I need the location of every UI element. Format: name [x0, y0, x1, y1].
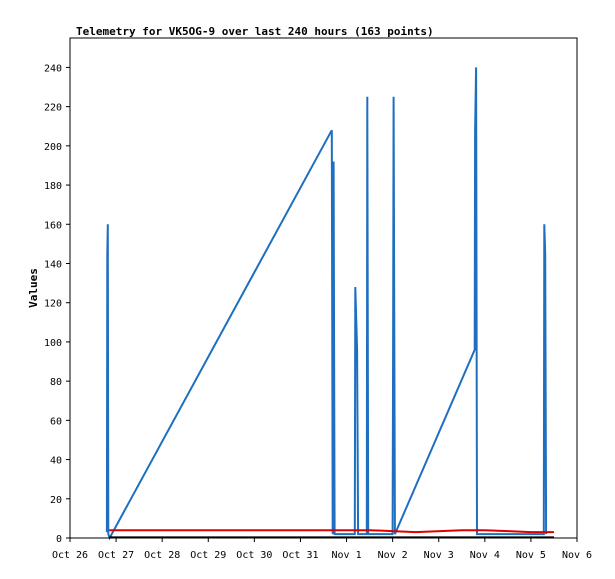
x-tick-label: Oct 27 — [98, 550, 134, 561]
y-tick-label: 140 — [44, 259, 62, 270]
y-tick-label: 200 — [44, 142, 62, 153]
y-tick-label: 40 — [50, 456, 62, 467]
x-tick-label: Nov 3 — [424, 550, 454, 561]
plot-area: 0 20 40 60 80 100 120 140 160 180 200 220 240 Oct 26 O… — [44, 63, 592, 561]
y-tick-label: 20 — [50, 495, 62, 506]
x-tick-label: Nov 6 — [562, 550, 592, 561]
y-tick-label: 240 — [44, 63, 62, 74]
x-tick-label: Nov 1 — [331, 550, 361, 561]
x-tick-label: Oct 30 — [236, 550, 272, 561]
y-axis-label: Values — [27, 268, 40, 308]
y-tick-label: 0 — [56, 534, 62, 545]
x-tick-label: Oct 28 — [144, 550, 180, 561]
y-tick-label: 220 — [44, 103, 62, 114]
series-line-1 — [105, 67, 548, 541]
series-line-2 — [109, 529, 554, 534]
y-tick-label: 120 — [44, 299, 62, 310]
x-tick-label: Oct 29 — [190, 550, 226, 561]
y-tick-label: 160 — [44, 220, 62, 231]
y-tick-label: 100 — [44, 338, 62, 349]
x-tick-label: Oct 26 — [52, 550, 88, 561]
y-tick-label: 60 — [50, 416, 62, 427]
plot-frame — [69, 37, 578, 539]
y-tick-label: 80 — [50, 377, 62, 388]
chart-title: Telemetry for VK5OG-9 over last 240 hour… — [76, 25, 434, 38]
x-tick-label: Nov 5 — [516, 550, 546, 561]
x-tick-label: Nov 2 — [378, 550, 408, 561]
y-tick-label: 180 — [44, 181, 62, 192]
x-tick-label: Oct 31 — [282, 550, 318, 561]
x-tick-label: Nov 4 — [470, 550, 500, 561]
